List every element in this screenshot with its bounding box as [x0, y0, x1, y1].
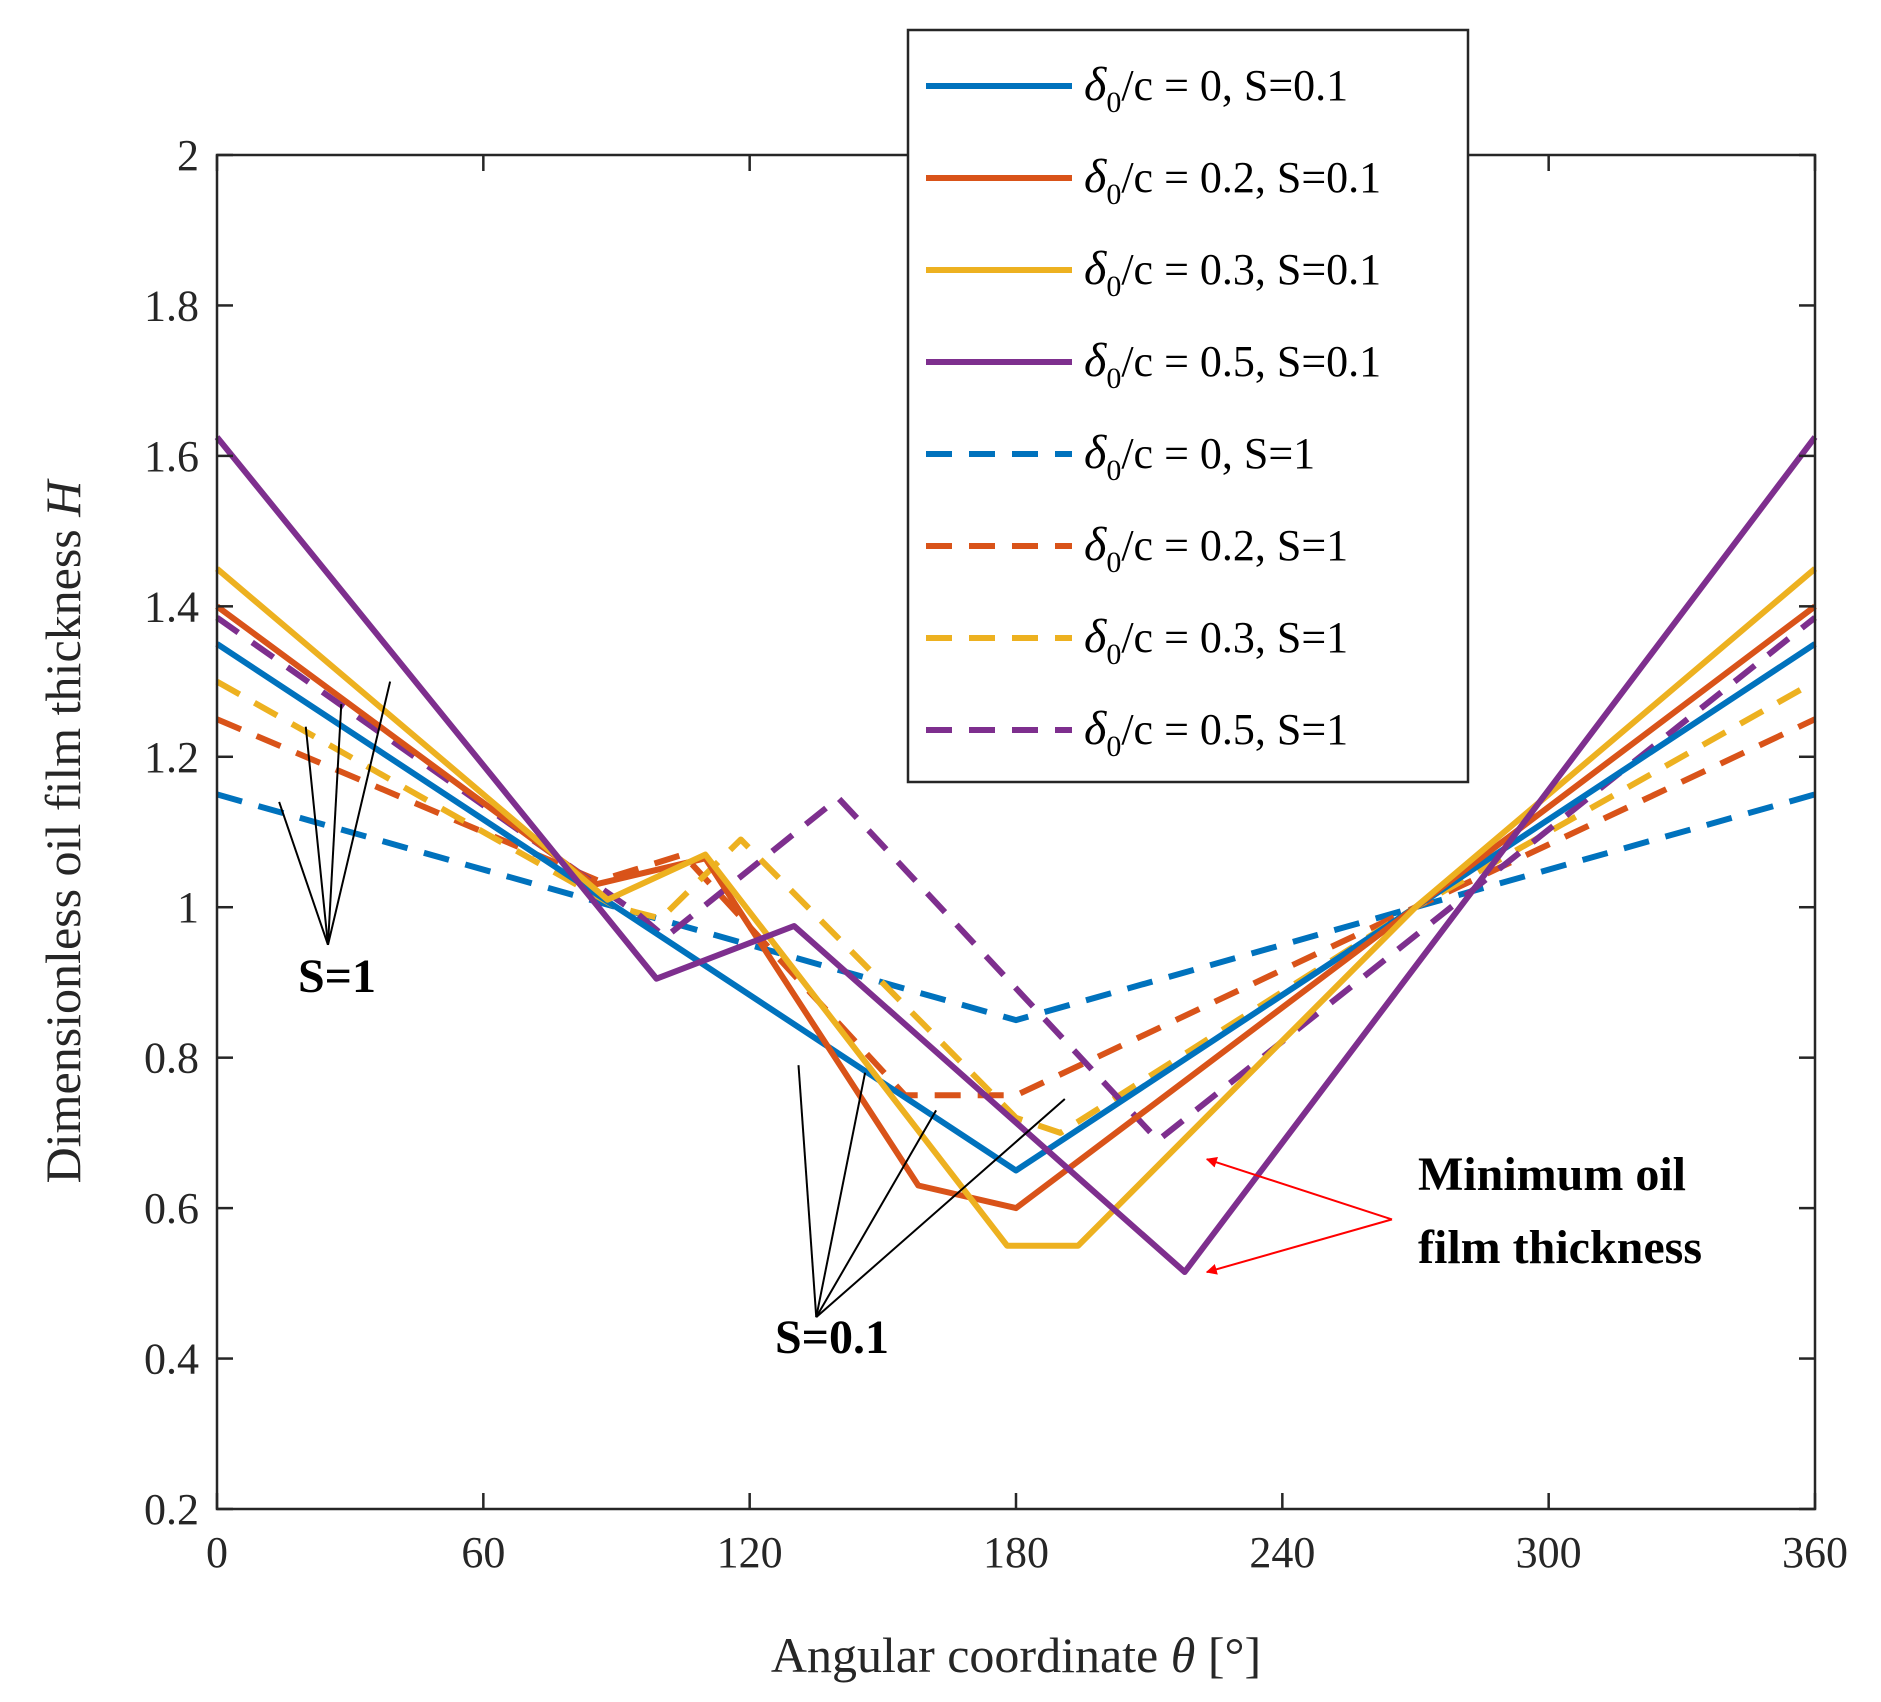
annotation-min-line1: Minimum oil — [1418, 1148, 1686, 1201]
x-tick-label-3: 180 — [983, 1528, 1049, 1577]
legend-label-2: δ0/c = 0.3, S=0.1 — [1084, 242, 1381, 303]
y-tick-label-3: 0.8 — [144, 1034, 199, 1083]
y-tick-label-5: 1.2 — [144, 733, 199, 782]
y-tick-label-1: 0.4 — [144, 1335, 199, 1384]
pointer-s1-3 — [326, 681, 392, 946]
x-tick-label-6: 360 — [1782, 1528, 1848, 1577]
series-line-3 — [214, 435, 1818, 1275]
y-tick-label-9: 2 — [177, 131, 199, 180]
y-tick-label-0: 0.2 — [144, 1485, 199, 1534]
series-line-0 — [215, 641, 1817, 1174]
annotation-min-line2: film thickness — [1418, 1221, 1702, 1274]
y-tick-label-4: 1 — [177, 883, 199, 932]
pointer-s01-1 — [815, 1072, 867, 1318]
legend-label-3: δ0/c = 0.5, S=0.1 — [1084, 334, 1381, 395]
legend-label-4: δ0/c = 0, S=1 — [1084, 426, 1315, 487]
annotations: S=1 S=0.1 Minimum oil film thickness — [298, 950, 1702, 1364]
pointer-min-1 — [1205, 1218, 1393, 1275]
y-tick-label-2: 0.6 — [144, 1184, 199, 1233]
legend-label-7: δ0/c = 0.5, S=1 — [1084, 702, 1348, 763]
x-tick-label-1: 60 — [461, 1528, 505, 1577]
y-tick-label-8: 1.8 — [144, 281, 199, 330]
legend-label-6: δ0/c = 0.3, S=1 — [1084, 610, 1348, 671]
annotation-pointers — [278, 681, 1393, 1318]
series-line-2 — [215, 566, 1817, 1249]
x-axis-title: Angular coordinate θ [°] — [771, 1627, 1261, 1683]
pointer-s1-0 — [278, 801, 329, 946]
annotation-s1: S=1 — [298, 950, 376, 1003]
x-tick-label-5: 300 — [1516, 1528, 1582, 1577]
annotation-s01: S=0.1 — [775, 1311, 889, 1364]
x-tick-label-4: 240 — [1249, 1528, 1315, 1577]
legend-label-5: δ0/c = 0.2, S=1 — [1084, 518, 1348, 579]
legend-label-1: δ0/c = 0.2, S=0.1 — [1084, 150, 1381, 211]
pointer-min-0 — [1205, 1157, 1393, 1221]
x-tick-label-0: 0 — [206, 1528, 228, 1577]
pointer-s01-0 — [797, 1065, 818, 1318]
legend-label-0: δ0/c = 0, S=0.1 — [1084, 58, 1348, 119]
series-layer — [214, 435, 1818, 1275]
series-line-4 — [216, 791, 1816, 1024]
y-tick-label-6: 1.4 — [144, 582, 199, 631]
legend: δ0/c = 0, S=0.1 δ0/c = 0.2, S=0.1 δ0/c = 0… — [906, 28, 1470, 784]
pointer-s1-2 — [326, 704, 343, 945]
pointer-s01-3 — [815, 1098, 1066, 1318]
y-tick-label-7: 1.6 — [144, 432, 199, 481]
legend-box — [906, 28, 1470, 784]
y-axis-title: Dimensionless oil film thickness H — [35, 478, 91, 1184]
x-tick-label-2: 120 — [717, 1528, 783, 1577]
pointer-s1-1 — [304, 726, 329, 945]
pointer-s01-2 — [815, 1109, 937, 1318]
axis-ticks: 0 60 120 180 240 300 360 0.2 0.4 0.6 0.8 1 1.2 1.4 1.6… — [144, 131, 1848, 1577]
